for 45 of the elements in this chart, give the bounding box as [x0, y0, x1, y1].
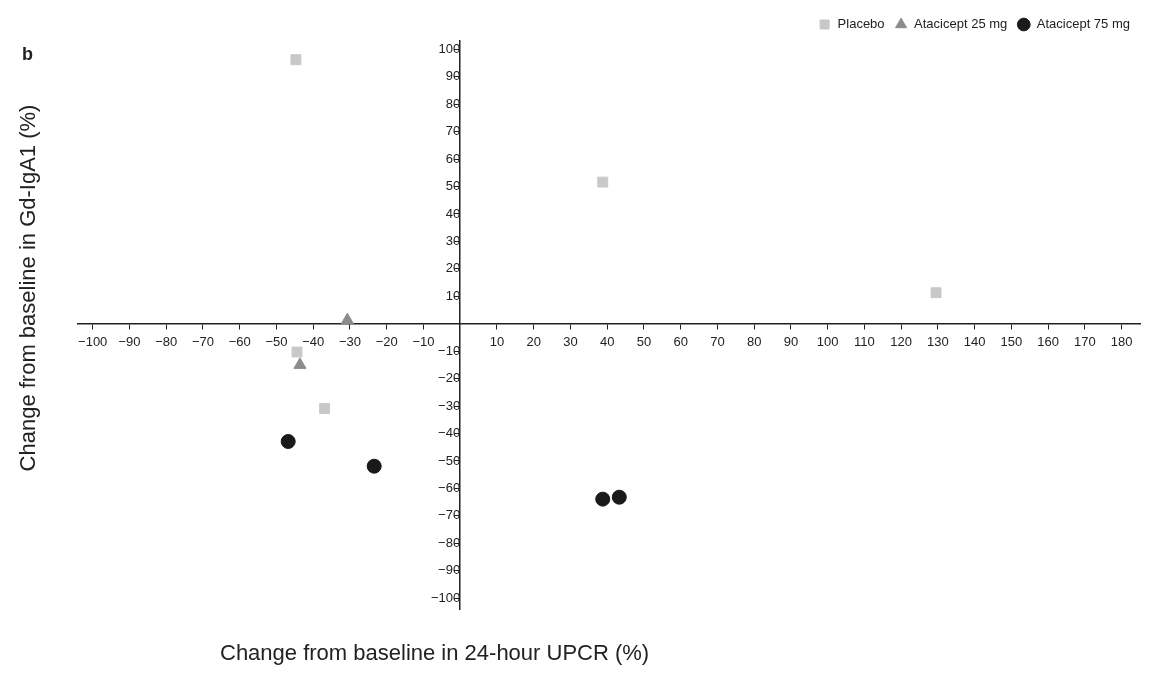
point [290, 54, 302, 66]
x-tick-label: −20 [375, 334, 398, 350]
x-tick-label: −90 [118, 334, 141, 350]
point [611, 489, 627, 505]
x-tick-label: −70 [191, 334, 214, 350]
x-tick-label: −40 [302, 334, 325, 350]
x-tick-label: 70 [710, 334, 725, 350]
x-tick-label: −10 [412, 334, 435, 350]
point [291, 346, 303, 358]
x-tick-label: 80 [746, 334, 762, 350]
x-tick-label: 120 [890, 334, 912, 350]
x-tick-label: 100 [816, 334, 839, 350]
point [930, 287, 942, 299]
x-tick-label: −60 [228, 334, 251, 350]
legend-label: Placebo [837, 16, 885, 32]
x-tick-label: 90 [783, 334, 799, 350]
x-tick-label: 30 [563, 334, 578, 350]
x-tick-label: 140 [963, 334, 986, 350]
x-tick-label: 60 [673, 334, 688, 350]
x-tick-label: 180 [1110, 334, 1133, 350]
x-tick-label: −80 [155, 334, 178, 350]
legend-label: Atacicept 25 mg [914, 16, 1008, 32]
x-tick-label: 160 [1037, 334, 1059, 350]
point [280, 433, 296, 449]
x-tick-label: 40 [599, 334, 615, 350]
point [293, 357, 307, 369]
x-tick-label: 150 [1000, 334, 1023, 350]
x-tick-label: −100 [78, 334, 108, 350]
x-tick-label: −50 [265, 334, 288, 350]
x-tick-label: 130 [927, 334, 949, 350]
x-tick-label: 50 [636, 334, 652, 350]
text: b [22, 44, 33, 65]
point [340, 312, 354, 325]
point [319, 403, 331, 414]
y-axis-title: Change from baseline in Gd-IgA1 (%) [15, 104, 41, 472]
point [366, 458, 382, 474]
x-tick-label: −30 [338, 334, 361, 350]
x-tick-label: 20 [526, 334, 541, 350]
x-axis-title: Change from baseline in 24-hour UPCR (%) [220, 640, 650, 666]
point [595, 491, 611, 507]
x-tick-label: 110 [854, 334, 875, 350]
legend-label: Atacicept 75 mg [1036, 16, 1130, 32]
x-tick-label: 10 [489, 334, 505, 350]
x-tick-label: 170 [1074, 334, 1096, 350]
point [597, 176, 609, 188]
